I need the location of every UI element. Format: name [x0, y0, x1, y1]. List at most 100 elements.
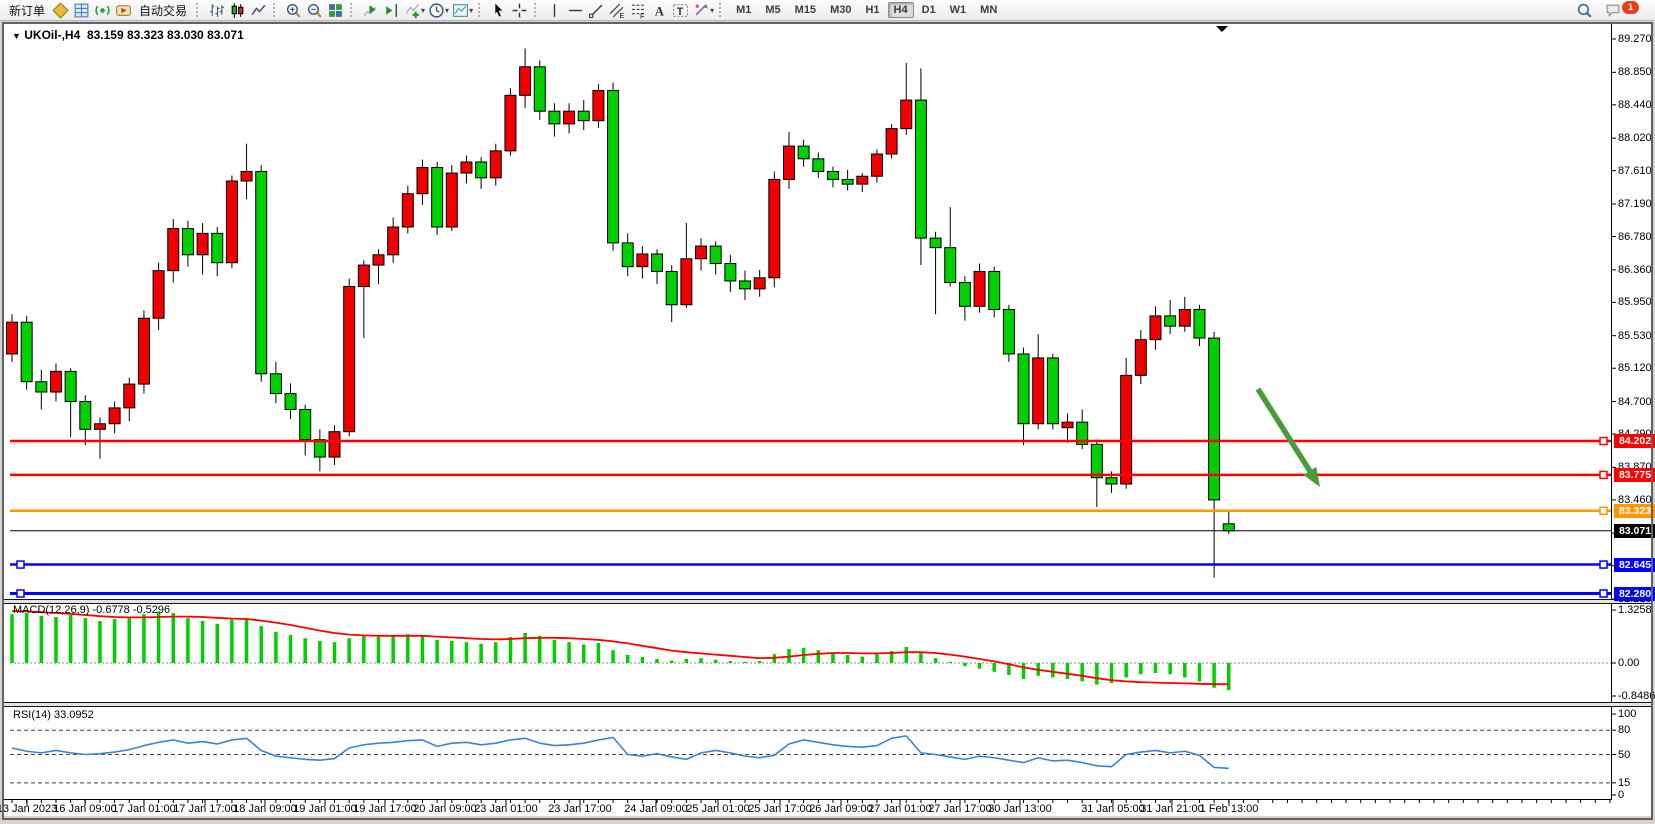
time-axis-label: 16 Jan 09:00	[53, 803, 117, 815]
price-axis-tick: 86.360	[1618, 263, 1652, 276]
templates-icon[interactable]	[450, 1, 471, 19]
price-axis-tick: 88.850	[1618, 66, 1652, 79]
pane-splitter[interactable]	[4, 702, 1651, 707]
candle	[475, 161, 488, 179]
price-axis-tick: 87.610	[1618, 164, 1652, 177]
price-line-label-82.280: 82.280	[1614, 586, 1655, 601]
symbols-icon[interactable]	[50, 1, 71, 19]
time-axis-label: 23 Jan 01:00	[474, 803, 538, 815]
candle	[870, 153, 883, 177]
trend-arrow[interactable]	[1255, 387, 1315, 477]
zoom-out-icon[interactable]	[304, 1, 325, 19]
timeframe-button-w1[interactable]: W1	[949, 4, 967, 16]
timeframe-button-h4[interactable]: H4	[887, 2, 914, 18]
text-icon[interactable]: A	[649, 1, 670, 19]
line-handle[interactable]	[1599, 506, 1608, 516]
vline-icon[interactable]	[544, 1, 565, 19]
timeframe-button-d1[interactable]: D1	[921, 4, 936, 16]
time-axis-label: 19 Jan 01:00	[293, 803, 357, 815]
candle	[167, 228, 180, 272]
candle	[401, 193, 414, 228]
channel-icon[interactable]: E	[607, 1, 628, 19]
timeframe-button-m1[interactable]: M1	[736, 4, 752, 16]
macd-axis-tick: 1.3258	[1618, 604, 1652, 616]
hline-icon[interactable]	[565, 1, 586, 19]
fibo-icon[interactable]: F	[628, 1, 649, 19]
price-line-label-83.071: 83.071	[1614, 523, 1655, 538]
notify-icon[interactable]	[1603, 1, 1624, 19]
autotrading-button[interactable]: 自动交易	[139, 3, 188, 18]
periods-icon[interactable]	[426, 1, 447, 19]
price-axis-tick: 84.700	[1618, 395, 1652, 408]
tile-windows-icon[interactable]	[325, 1, 346, 19]
chevron-down-icon[interactable]: ▾	[421, 5, 426, 15]
trend-arrow-head[interactable]	[1303, 466, 1320, 487]
pane-splitter[interactable]	[4, 599, 1651, 604]
candle	[856, 175, 869, 185]
label-icon[interactable]: T	[670, 1, 691, 19]
autotrading-icon[interactable]	[113, 1, 134, 19]
zoom-in-icon[interactable]	[283, 1, 304, 19]
chevron-down-icon[interactable]: ▾	[469, 5, 474, 15]
chevron-down-icon[interactable]: ▾	[710, 5, 715, 15]
candle	[489, 150, 502, 179]
chart-shift-marker[interactable]	[1216, 26, 1228, 32]
shapes-icon[interactable]	[691, 1, 712, 19]
time-axis-label: 17 Jan 01:00	[112, 803, 176, 815]
indicators-icon[interactable]	[402, 1, 423, 19]
candle	[387, 226, 400, 256]
price-axis-tick: 83.460	[1618, 493, 1652, 506]
market-watch-icon[interactable]	[71, 1, 92, 19]
line-handle[interactable]	[16, 560, 25, 569]
candle	[739, 280, 751, 290]
line-handle[interactable]	[1599, 589, 1608, 598]
candle	[753, 277, 766, 290]
chart-title: ▼ UKOil-,H4 83.159 83.323 83.030 83.071	[12, 28, 244, 42]
candlestick-icon[interactable]	[227, 1, 248, 19]
candle	[1193, 309, 1206, 339]
cursor-icon[interactable]	[488, 1, 509, 19]
timeframe-button-m5[interactable]: M5	[765, 4, 781, 16]
signal-icon[interactable]	[92, 1, 113, 19]
candle	[1076, 421, 1089, 445]
bar-chart-icon[interactable]	[206, 1, 227, 19]
line-handle[interactable]	[16, 589, 25, 598]
candle	[35, 381, 48, 393]
candle	[1164, 315, 1177, 327]
autoscroll-icon[interactable]	[360, 1, 381, 19]
symbol-dropdown-icon[interactable]: ▼	[12, 31, 21, 41]
timeframe-button-h1[interactable]: H1	[865, 4, 880, 16]
candle	[577, 110, 590, 122]
time-axis-label: 26 Jan 09:00	[809, 803, 873, 815]
time-axis-label: 25 Jan 17:00	[748, 803, 812, 815]
candle	[768, 178, 781, 279]
toolbar-separator	[719, 3, 725, 17]
crosshair-icon[interactable]	[509, 1, 530, 19]
line-chart-icon[interactable]	[248, 1, 269, 19]
chart-shift-icon[interactable]	[381, 1, 402, 19]
new-order-button[interactable]: 新订单	[9, 3, 46, 18]
trendline-icon[interactable]	[586, 1, 607, 19]
candle	[665, 270, 678, 306]
timeframe-button-mn[interactable]: MN	[980, 4, 998, 16]
line-handle[interactable]	[1599, 470, 1608, 480]
candle	[1149, 315, 1162, 341]
timeframe-button-m15[interactable]: M15	[794, 4, 817, 16]
price-axis-line	[1611, 24, 1612, 800]
toolbar-separator	[273, 3, 279, 17]
svg-text:E: E	[620, 12, 625, 18]
chevron-down-icon[interactable]: ▾	[445, 5, 450, 15]
candle	[64, 370, 77, 403]
search-icon[interactable]	[1574, 1, 1595, 19]
candle	[841, 178, 854, 185]
candle	[563, 110, 576, 125]
toolbar-separator	[196, 3, 202, 17]
candle	[533, 66, 546, 112]
notification-badge[interactable]: 1	[1622, 0, 1639, 14]
line-handle[interactable]	[1599, 560, 1608, 569]
candle	[680, 258, 693, 306]
main-toolbar: 新订单 自动交易 ▾ ▾ ▾ E F A T ▾ M1 M5 M15 M30 H1 H4 D1 W1 MN 1	[0, 0, 1655, 21]
timeframe-button-m30[interactable]: M30	[830, 4, 852, 16]
line-handle[interactable]	[1599, 436, 1608, 446]
